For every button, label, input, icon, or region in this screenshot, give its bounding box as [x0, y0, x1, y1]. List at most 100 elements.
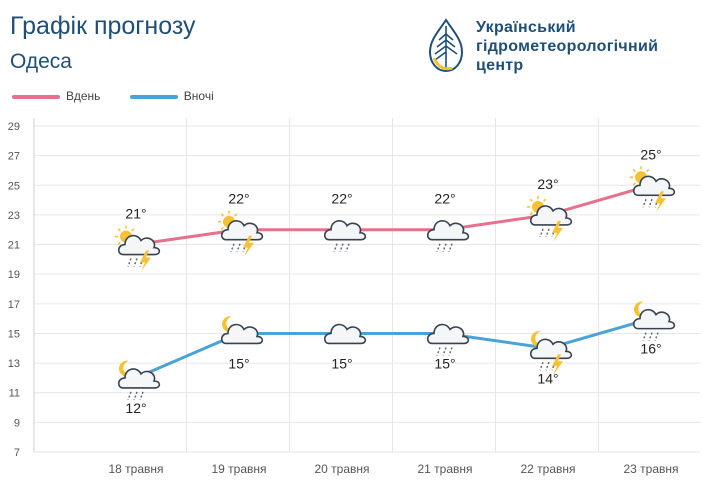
- chart-legend: Вдень Вночі: [12, 88, 240, 103]
- cloud-shape: [220, 323, 264, 345]
- day-temperature-label: 22°: [434, 191, 455, 207]
- lightning-shape: [655, 191, 666, 213]
- y-tick-label: 13: [8, 358, 20, 370]
- legend-night-swatch: [129, 94, 178, 99]
- cloud-shape: [529, 205, 573, 226]
- lightning-shape: [552, 354, 563, 376]
- legend-day-swatch: [12, 94, 60, 99]
- moon-shape: [222, 316, 235, 333]
- y-tick-label: 17: [8, 299, 20, 311]
- sun-ray: [543, 198, 547, 202]
- cloud-shape: [529, 338, 573, 360]
- sun-ray: [529, 212, 533, 216]
- y-tick-label: 9: [14, 417, 20, 429]
- organization-logo: Український гідрометеорологічний центр: [424, 18, 694, 76]
- rain-drop: [127, 391, 132, 401]
- moon-cloud-icon: [220, 316, 264, 345]
- night-temperature-label: 14°: [537, 370, 558, 386]
- rain-drop: [339, 243, 344, 252]
- moon-shape: [119, 360, 132, 377]
- moon-shape: [634, 301, 647, 318]
- drop-logo-icon: [428, 18, 464, 73]
- moon-shape: [531, 331, 544, 348]
- y-tick-label: 27: [8, 151, 20, 163]
- rain-drop: [648, 332, 653, 341]
- sun-cloud-rain-thunder-icon: [218, 210, 264, 257]
- x-tick-label: 19 травня: [211, 462, 266, 476]
- day-temperature-label: 21°: [125, 206, 146, 222]
- sun-ray: [220, 226, 224, 231]
- cloud-shape: [632, 308, 676, 330]
- rain-drop: [345, 243, 350, 252]
- rain-drop: [539, 228, 544, 238]
- cloud-rain-icon: [426, 220, 470, 252]
- cloud-shape: [220, 220, 264, 241]
- legend-night-label: Вночі: [183, 88, 214, 103]
- rain-drop: [642, 332, 647, 341]
- day-temperature-label: 23°: [537, 176, 558, 192]
- rain-drop: [648, 199, 653, 208]
- y-tick-label: 23: [8, 210, 20, 222]
- sun-ray: [646, 168, 650, 173]
- x-tick-label: 22 травня: [520, 462, 575, 476]
- day-temperature-label: 25°: [640, 146, 661, 162]
- rain-drop: [442, 243, 447, 252]
- cloud-shape: [117, 234, 161, 256]
- rain-drop: [442, 347, 447, 356]
- y-tick-label: 7: [14, 447, 20, 459]
- x-tick-label: 23 травня: [623, 462, 678, 476]
- logo-line-2: гідрометеорологічний: [476, 38, 659, 55]
- moon-cloud-rain-icon: [632, 301, 676, 341]
- cloud-shape: [632, 175, 676, 197]
- sun-ray: [632, 168, 636, 173]
- lightning-shape: [552, 220, 563, 242]
- y-tick-label: 19: [8, 269, 20, 281]
- rain-drop: [436, 243, 441, 252]
- night-temperature-label: 16°: [640, 341, 661, 357]
- sun-cloud-rain-thunder-icon: [630, 166, 676, 213]
- page-title: Графік прогнозу: [10, 12, 196, 40]
- y-tick-label: 25: [8, 180, 20, 192]
- rain-drop: [139, 391, 144, 401]
- sun-cloud-rain-thunder-icon: [527, 195, 573, 242]
- rain-drop: [236, 243, 241, 252]
- rain-drop: [654, 332, 659, 341]
- y-tick-label: 29: [8, 121, 20, 133]
- city-name: Одеса: [10, 50, 72, 73]
- cloud-rain-icon: [323, 220, 367, 252]
- rain-drop: [539, 362, 544, 371]
- sun-ray: [117, 228, 121, 232]
- rain-drop: [448, 243, 453, 252]
- night-temperature-label: 15°: [228, 355, 249, 371]
- moon-cloud-rain-thunder-icon: [529, 331, 573, 376]
- sun-ray: [220, 213, 224, 217]
- logo-line-1: Український: [476, 19, 576, 36]
- legend-day-label: Вдень: [66, 88, 101, 103]
- night-temperature-label: 12°: [125, 400, 146, 416]
- sun-ray: [131, 228, 135, 232]
- rain-drop: [333, 243, 338, 252]
- cloud-shape: [323, 323, 367, 345]
- y-tick-label: 21: [8, 240, 20, 252]
- lightning-shape: [243, 235, 254, 257]
- moon-cloud-rain-icon: [117, 360, 161, 401]
- cloud-rain-icon: [426, 323, 470, 356]
- x-tick-label: 18 травня: [108, 462, 163, 476]
- rain-drop: [642, 199, 647, 208]
- logo-line-3: центр: [476, 57, 524, 74]
- sun-cloud-rain-thunder-icon: [115, 225, 161, 272]
- rain-drop: [133, 258, 138, 267]
- day-temperature-label: 22°: [331, 191, 352, 207]
- cloud-shape: [426, 220, 470, 241]
- sun-ray: [632, 182, 636, 186]
- legend-item-day[interactable]: Вдень: [12, 89, 100, 103]
- night-temperature-label: 15°: [331, 355, 352, 371]
- x-tick-label: 21 травня: [417, 462, 472, 476]
- y-tick-label: 11: [9, 388, 20, 400]
- rain-drop: [230, 243, 235, 252]
- sun-ray: [234, 213, 238, 217]
- cloud-icon: [323, 323, 367, 345]
- legend-item-night[interactable]: Вночі: [129, 88, 214, 103]
- night-series-line: [135, 317, 652, 380]
